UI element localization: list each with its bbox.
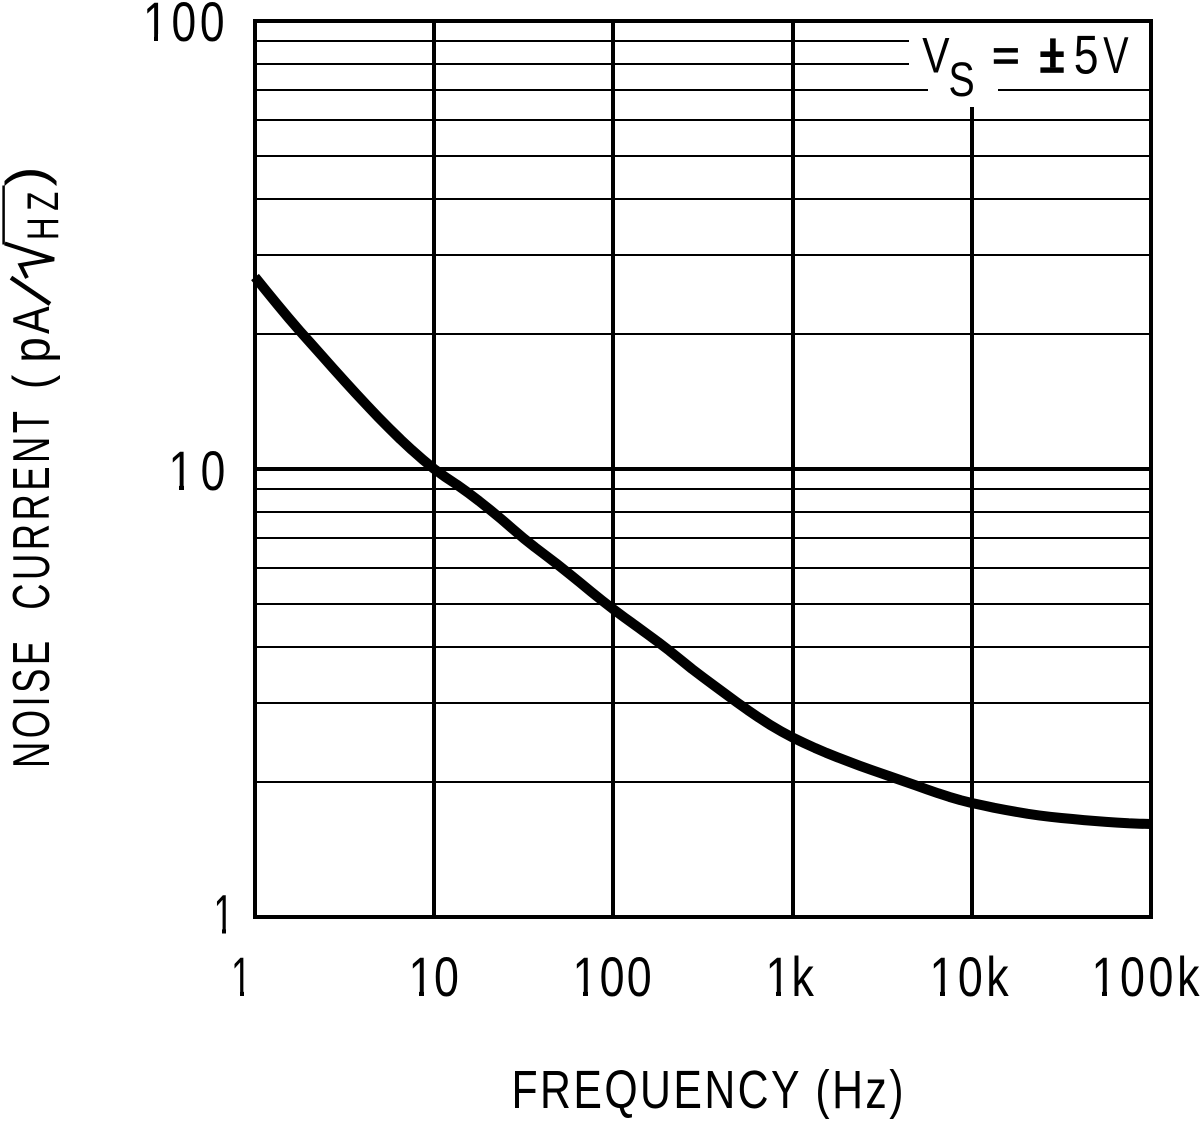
- svg-text:100: 100: [573, 945, 652, 1008]
- svg-text:10k: 10k: [930, 945, 1010, 1008]
- svg-text:100: 100: [143, 0, 225, 53]
- svg-text:V: V: [922, 26, 950, 83]
- svg-text:): ): [0, 166, 57, 186]
- svg-text:S: S: [949, 53, 975, 107]
- svg-text:(: (: [3, 375, 61, 389]
- svg-text:1k: 1k: [766, 945, 815, 1008]
- svg-text:1: 1: [231, 946, 251, 1009]
- svg-text:A: A: [2, 306, 61, 334]
- svg-text:10: 10: [409, 945, 459, 1008]
- svg-text:1: 1: [214, 884, 234, 946]
- svg-text:FREQUENCY (Hz): FREQUENCY (Hz): [512, 1061, 904, 1121]
- svg-text:p: p: [3, 337, 60, 362]
- svg-text:5: 5: [1074, 24, 1099, 85]
- svg-text:V: V: [1103, 26, 1129, 84]
